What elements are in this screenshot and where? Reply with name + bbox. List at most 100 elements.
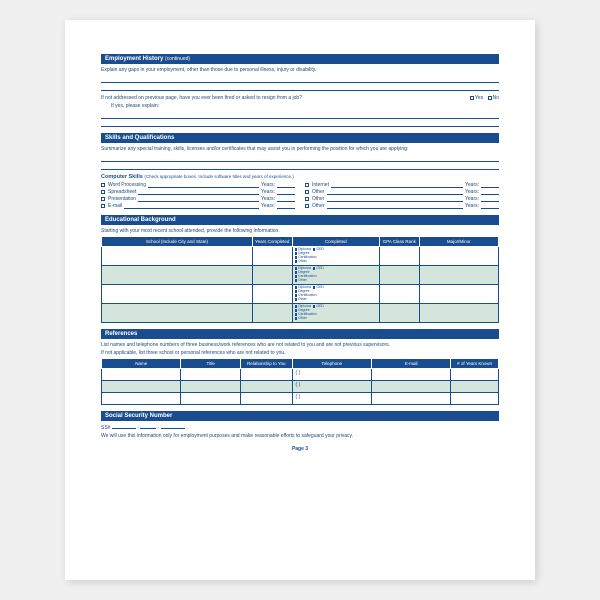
input-line[interactable] (101, 162, 499, 170)
table-cell[interactable] (252, 285, 292, 304)
table-cell[interactable] (102, 393, 181, 405)
table-header: Relationship to You (240, 359, 292, 369)
table-cell[interactable] (252, 304, 292, 323)
years-input-line[interactable] (277, 204, 295, 209)
table-cell[interactable] (240, 369, 292, 381)
table-cell[interactable] (240, 381, 292, 393)
ssn-note: We will use this information only for em… (101, 433, 499, 440)
skill-input-line[interactable] (138, 190, 259, 195)
years-input-line[interactable] (481, 204, 499, 209)
years-input-line[interactable] (277, 190, 295, 195)
header-text: Employment History (105, 56, 163, 62)
table-cell[interactable]: ( ) (292, 381, 371, 393)
skill-input-line[interactable] (327, 190, 463, 195)
table-cell[interactable] (371, 381, 450, 393)
skill-checkbox[interactable] (305, 204, 309, 208)
input-line[interactable] (101, 75, 499, 83)
table-cell[interactable] (240, 393, 292, 405)
header-continued: (continued) (165, 56, 190, 62)
table-cell[interactable] (379, 304, 419, 323)
table-row: Diploma GEDDegreeCertificationOther (102, 285, 499, 304)
table-header: GPA Class Rank (379, 237, 419, 247)
skill-input-line[interactable] (138, 197, 259, 202)
table-row: Diploma GEDDegreeCertificationOther (102, 247, 499, 266)
computer-skills-header: Computer Skills (Check appropriate boxes… (101, 174, 499, 180)
refs-intro2: If not applicable, list three school or … (101, 350, 499, 357)
table-cell[interactable]: Diploma GEDDegreeCertificationOther (292, 304, 379, 323)
ssn-input-3[interactable] (161, 424, 185, 429)
years-input-line[interactable] (277, 197, 295, 202)
table-cell[interactable]: ( ) (292, 369, 371, 381)
skill-checkbox[interactable] (305, 190, 309, 194)
input-line[interactable] (101, 154, 499, 162)
table-cell[interactable] (379, 247, 419, 266)
table-cell[interactable] (252, 247, 292, 266)
skill-row: OtherYears: (305, 203, 499, 209)
table-cell[interactable] (102, 247, 253, 266)
ssn-input-2[interactable] (140, 424, 156, 429)
form-page: Employment History (continued) Explain a… (65, 20, 535, 580)
skill-row: PresentationYears: (101, 196, 295, 202)
table-cell[interactable] (181, 369, 241, 381)
table-cell[interactable] (451, 369, 499, 381)
yes-no-group: Yes No (467, 95, 499, 102)
table-header: Completed (292, 237, 379, 247)
table-cell[interactable] (181, 381, 241, 393)
skill-checkbox[interactable] (101, 183, 105, 187)
table-row: Diploma GEDDegreeCertificationOther (102, 266, 499, 285)
input-line[interactable] (101, 111, 499, 119)
skill-row: Word ProcessingYears: (101, 182, 295, 188)
skill-input-line[interactable] (124, 204, 259, 209)
skill-checkbox[interactable] (101, 197, 105, 201)
table-cell[interactable] (102, 285, 253, 304)
years-input-line[interactable] (481, 183, 499, 188)
table-cell[interactable] (371, 369, 450, 381)
table-cell[interactable]: ( ) (292, 393, 371, 405)
table-cell[interactable] (419, 285, 498, 304)
years-input-line[interactable] (481, 197, 499, 202)
skill-row: SpreadsheetYears: (101, 189, 295, 195)
years-input-line[interactable] (481, 190, 499, 195)
table-cell[interactable] (419, 266, 498, 285)
skill-checkbox[interactable] (305, 183, 309, 187)
years-input-line[interactable] (277, 183, 295, 188)
input-line[interactable] (101, 119, 499, 127)
table-cell[interactable] (379, 266, 419, 285)
yes-checkbox[interactable] (470, 96, 474, 100)
table-cell[interactable] (102, 266, 253, 285)
table-row: Diploma GEDDegreeCertificationOther (102, 304, 499, 323)
table-header: Years Completed (252, 237, 292, 247)
table-cell[interactable] (419, 304, 498, 323)
skill-row: InternetYears: (305, 182, 499, 188)
skill-checkbox[interactable] (305, 197, 309, 201)
table-cell[interactable]: Diploma GEDDegreeCertificationOther (292, 266, 379, 285)
table-cell[interactable]: Diploma GEDDegreeCertificationOther (292, 285, 379, 304)
table-header: Telephone (292, 359, 371, 369)
table-cell[interactable] (379, 285, 419, 304)
section-employment-history: Employment History (continued) (101, 54, 499, 64)
skill-input-line[interactable] (331, 183, 463, 188)
skill-input-line[interactable] (327, 204, 463, 209)
edu-intro: Starting with your most recent school at… (101, 228, 499, 235)
table-cell[interactable] (371, 393, 450, 405)
table-cell[interactable] (102, 381, 181, 393)
table-cell[interactable] (102, 369, 181, 381)
table-cell[interactable] (419, 247, 498, 266)
skill-row: E-mailYears: (101, 203, 295, 209)
page-footer: Page 3 (101, 446, 499, 452)
skill-checkbox[interactable] (101, 190, 105, 194)
gap-explanation-label: Explain any gaps in your employment, oth… (101, 67, 499, 74)
table-cell[interactable] (451, 393, 499, 405)
table-cell[interactable] (102, 304, 253, 323)
ssn-input-1[interactable] (112, 424, 136, 429)
skill-input-line[interactable] (327, 197, 463, 202)
no-checkbox[interactable] (488, 96, 492, 100)
table-cell[interactable] (181, 393, 241, 405)
skill-input-line[interactable] (148, 183, 259, 188)
table-cell[interactable] (451, 381, 499, 393)
table-row: ( ) (102, 369, 499, 381)
skill-checkbox[interactable] (101, 204, 105, 208)
table-cell[interactable] (252, 266, 292, 285)
table-cell[interactable]: Diploma GEDDegreeCertificationOther (292, 247, 379, 266)
input-line[interactable] (101, 83, 499, 91)
